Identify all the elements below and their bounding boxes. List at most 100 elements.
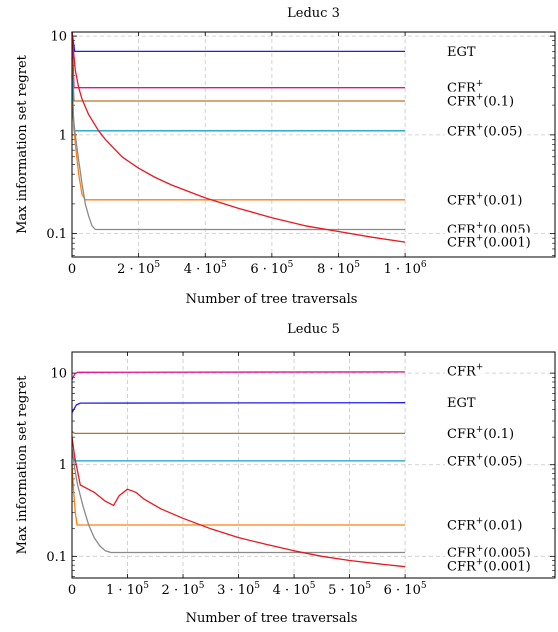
plot-frame [71, 31, 556, 258]
series-label-background [445, 556, 533, 576]
series-label-plus: + [476, 122, 484, 132]
series-label-base: CFR [447, 124, 477, 139]
x-tick-label-exponent: 5 [354, 260, 360, 270]
x-tick-label-exponent: 5 [310, 581, 316, 591]
x-tick-label-base: 1 · 10 [384, 262, 421, 277]
series-label-plus: + [476, 452, 484, 462]
x-tick-label-base: 0 [68, 583, 76, 598]
x-tick-label: 1 · 106 [384, 260, 427, 277]
series-line-cfr-0-1- [71, 57, 406, 102]
x-tick-label-base: 2 · 10 [117, 262, 154, 277]
x-tick-label: 2 · 105 [117, 260, 160, 277]
series-label-param: (0.001) [483, 560, 530, 575]
x-tick-label-base: 8 · 10 [317, 262, 354, 277]
series-label-param: (0.01) [483, 518, 522, 533]
x-tick-label-exponent: 5 [288, 260, 294, 270]
series-line-cfr-0-01- [71, 464, 406, 526]
series-label: CFR+ [447, 363, 483, 380]
series-line-cfr- [71, 31, 406, 89]
y-tick-label: 10 [50, 367, 67, 382]
x-tick-label-exponent: 5 [221, 260, 227, 270]
x-tick-label: 6 · 105 [384, 581, 427, 598]
x-tick-label-base: 6 · 10 [384, 583, 421, 598]
series-label-plus: + [476, 558, 484, 568]
series-label-param: (0.05) [483, 124, 522, 139]
x-tick-label: 5 · 105 [328, 581, 371, 598]
series-label-background [445, 515, 525, 535]
x-tick-label-exponent: 5 [254, 581, 260, 591]
series-label-plus: + [476, 363, 484, 373]
series-label-background [445, 451, 525, 471]
series-label-base: CFR [447, 560, 477, 575]
series-line-cfr-0-005- [71, 105, 406, 231]
series-label: CFR+(0.1) [447, 425, 514, 442]
x-tick-label: 0 [68, 583, 76, 598]
series-label-background [445, 121, 525, 141]
x-tick-label-base: 6 · 10 [250, 262, 287, 277]
x-tick-label: 2 · 105 [162, 581, 205, 598]
series-label-base: EGT [447, 396, 476, 411]
series-label-base: CFR [447, 365, 477, 380]
x-axis-label: Number of tree traversals [186, 292, 358, 307]
series-label-plus: + [476, 79, 484, 89]
series-label-plus: + [476, 425, 484, 435]
series-label-background [445, 91, 517, 111]
x-tick-label-base: 0 [68, 262, 76, 277]
y-tick-label: 0.1 [46, 550, 67, 565]
x-tick-label: 6 · 105 [250, 260, 293, 277]
series-line-cfr-0-005- [71, 448, 406, 554]
x-tick-label-exponent: 5 [143, 581, 149, 591]
x-tick-label-exponent: 5 [421, 581, 427, 591]
x-axis-label: Number of tree traversals [186, 611, 358, 626]
series-label-background [445, 423, 517, 443]
x-tick-label: 4 · 105 [273, 581, 316, 598]
series-label-param: (0.01) [483, 193, 522, 208]
x-tick-label-base: 3 · 10 [217, 583, 254, 598]
series-label-base: CFR [447, 236, 477, 251]
series-label-plus: + [476, 516, 484, 526]
series-label: CFR+(0.01) [447, 191, 522, 208]
y-tick-label: 0.1 [46, 227, 67, 242]
y-tick-label: 1 [59, 458, 67, 473]
x-tick-label-base: 2 · 10 [162, 583, 199, 598]
series-line-cfr-0-01- [71, 100, 406, 201]
y-axis-label: Max information set regret [15, 375, 30, 555]
series-label-background [445, 190, 525, 210]
y-tick-label: 10 [50, 30, 67, 45]
chart-title: Leduc 5 [287, 322, 340, 337]
series-line-cfr-0-001- [71, 437, 406, 568]
series-label-base: CFR [447, 518, 477, 533]
series-label-plus: + [476, 191, 484, 201]
y-tick-label: 1 [59, 128, 67, 143]
series-line-cfr-0-001- [71, 31, 406, 243]
x-tick-label-base: 4 · 10 [184, 262, 221, 277]
series-label-base: CFR [447, 193, 477, 208]
series-label-background [445, 361, 486, 381]
series-label-plus: + [476, 234, 484, 244]
x-tick-label-base: 1 · 10 [106, 583, 143, 598]
series-label: CFR+(0.05) [447, 122, 522, 139]
series-line-cfr- [71, 371, 406, 380]
x-tick-label: 3 · 105 [217, 581, 260, 598]
x-tick-label-base: 5 · 10 [328, 583, 365, 598]
series-label: CFR+(0.1) [447, 93, 514, 110]
series-label-base: CFR [447, 427, 477, 442]
x-tick-label-exponent: 5 [199, 581, 205, 591]
series-label-param: (0.1) [483, 427, 514, 442]
series-label-plus: + [476, 221, 484, 231]
series-label-param: (0.1) [483, 95, 514, 110]
series-label-background [445, 232, 533, 252]
series-label-plus: + [476, 93, 484, 103]
y-axis-label: Max information set regret [15, 54, 30, 234]
series-line-egt [71, 31, 406, 53]
series-line-cfr-0-05- [71, 75, 406, 132]
series-label-background [445, 394, 478, 412]
series-label: EGT [447, 396, 476, 411]
x-tick-label: 0 [68, 262, 76, 277]
series-label-plus: + [476, 544, 484, 554]
x-tick-label-base: 4 · 10 [273, 583, 310, 598]
x-tick-label-exponent: 5 [154, 260, 160, 270]
